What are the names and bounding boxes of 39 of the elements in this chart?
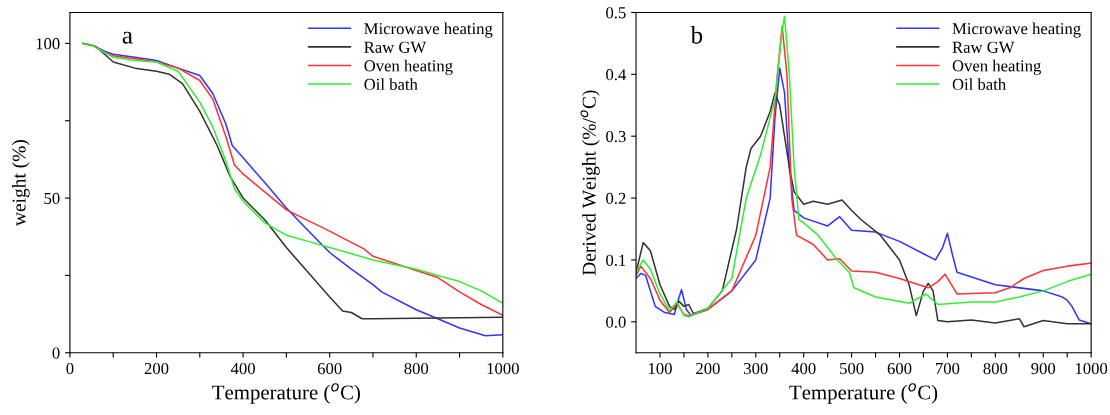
legend-label: Oil bath bbox=[952, 78, 1006, 91]
x-tick-label: 800 bbox=[983, 362, 1008, 375]
y-tick-label: 100 bbox=[36, 38, 60, 50]
x-tick-label: 700 bbox=[936, 362, 960, 375]
y-tick-label: 0.1 bbox=[606, 254, 626, 266]
y-axis-title: weight (%) bbox=[11, 139, 30, 227]
x-tick-label: 1000 bbox=[1075, 362, 1108, 375]
legend-label: Raw GW bbox=[364, 41, 427, 53]
y-axis-title: Derived Weight (%/$^{o}$C) bbox=[580, 90, 600, 276]
y-tick-label: 0.4 bbox=[606, 69, 627, 81]
y-tick-label: 0.2 bbox=[606, 192, 626, 205]
legend-label: Oven heating bbox=[952, 59, 1042, 75]
x-tick-label: 900 bbox=[1031, 362, 1056, 375]
x-tick-label: 400 bbox=[791, 362, 816, 375]
x-tick-label: 200 bbox=[696, 362, 720, 375]
x-tick-label: 100 bbox=[648, 362, 672, 375]
y-tick-label: 50 bbox=[44, 192, 60, 205]
annotation: b bbox=[690, 26, 703, 44]
x-tick-label: 400 bbox=[230, 362, 255, 375]
x-tick-label: 500 bbox=[840, 362, 864, 375]
x-tick-label: 600 bbox=[887, 362, 912, 375]
annotation: a bbox=[122, 31, 133, 44]
x-tick-label: 0 bbox=[66, 362, 74, 375]
y-tick-label: 0 bbox=[52, 347, 60, 359]
x-tick-label: 300 bbox=[744, 362, 768, 375]
x-axis-title: Temperature ($^{o}$C) bbox=[212, 383, 360, 404]
y-tick-label: 0.3 bbox=[606, 130, 626, 143]
x-tick-label: 1000 bbox=[487, 362, 519, 375]
legend-label: Oven heating bbox=[364, 59, 453, 75]
legend-label: Microwave heating bbox=[364, 22, 493, 38]
y-tick-label: 0.5 bbox=[606, 7, 626, 19]
legend-label: Raw GW bbox=[952, 41, 1015, 53]
y-tick-label: 0.0 bbox=[606, 316, 626, 328]
x-axis-title: Temperature ($^{o}$C) bbox=[789, 383, 938, 404]
x-tick-label: 200 bbox=[144, 362, 169, 375]
x-tick-label: 600 bbox=[317, 362, 342, 375]
x-tick-label: 800 bbox=[404, 362, 429, 375]
legend-label: Microwave heating bbox=[952, 22, 1081, 38]
legend-label: Oil bath bbox=[364, 78, 418, 91]
